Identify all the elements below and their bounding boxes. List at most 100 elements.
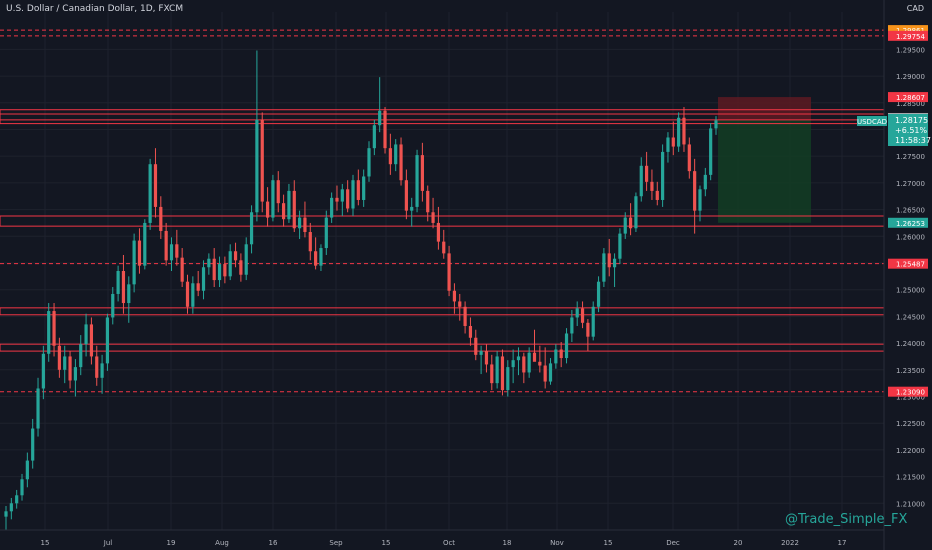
candle [239, 253, 243, 282]
candle-body [661, 151, 665, 200]
candle-body [95, 356, 99, 378]
candle [223, 256, 227, 284]
candle [415, 149, 419, 213]
candle-body [41, 353, 45, 389]
candle [495, 351, 499, 389]
candle-body [105, 317, 110, 364]
candle [410, 197, 414, 227]
candle-body [233, 251, 238, 261]
candle [538, 345, 542, 373]
candle [41, 345, 45, 400]
candle [73, 359, 77, 397]
candle [84, 313, 88, 357]
candle [340, 183, 344, 216]
candle [564, 328, 569, 364]
candle [479, 345, 483, 375]
time-tick-label: 16 [269, 539, 278, 547]
candle [335, 185, 339, 211]
candle [185, 274, 190, 314]
price-tick-label: 1.27000 [896, 180, 925, 188]
candle-body [431, 212, 435, 223]
candle [153, 148, 158, 218]
candle-body [260, 119, 264, 202]
candle-body [287, 190, 291, 220]
symbol-label: USDCAD [857, 118, 887, 126]
candle-body [271, 180, 275, 218]
candle [378, 77, 382, 133]
price-tick-label: 1.21500 [896, 474, 925, 482]
candle-body [511, 360, 515, 368]
candle [362, 169, 366, 207]
candle [575, 301, 579, 327]
candle [596, 276, 601, 313]
candle [137, 228, 142, 274]
candle [36, 377, 40, 437]
candle [484, 344, 489, 373]
price-tags: 1.298611.297541.286071.282081.262531.254… [888, 25, 928, 397]
candle [709, 123, 713, 181]
candle [121, 254, 126, 314]
candle [255, 50, 259, 222]
candle-body [709, 128, 713, 175]
candle [47, 303, 51, 362]
candle-body [479, 351, 483, 355]
last-price: 1.28175 [895, 116, 928, 125]
candle-body [522, 356, 526, 373]
take-profit-zone [718, 120, 811, 223]
candle-body [463, 306, 467, 327]
candle [618, 228, 622, 265]
price-tick-label: 1.24500 [896, 313, 925, 321]
candle-body [687, 144, 691, 172]
candle-body [607, 253, 611, 268]
time-tick-label: Dec [666, 539, 680, 547]
time-tick-label: 19 [167, 539, 176, 547]
candle-body [420, 155, 424, 191]
candle-body [249, 212, 254, 245]
candle [383, 107, 387, 154]
candle-body [137, 240, 142, 266]
candle [303, 201, 307, 238]
candle [436, 206, 441, 250]
candle [628, 203, 633, 236]
candle [591, 301, 595, 341]
candle-body [153, 164, 158, 207]
candle [388, 133, 392, 175]
candle-body [330, 197, 334, 218]
candle [207, 253, 211, 275]
candle-body [548, 363, 553, 382]
candle-body [308, 232, 312, 252]
candle-body [9, 503, 13, 512]
candle-body [228, 251, 232, 277]
candle [586, 319, 590, 352]
candle [105, 313, 110, 371]
candle-body [575, 308, 579, 318]
candle [201, 260, 206, 300]
candle-body [447, 253, 451, 291]
candle-body [159, 206, 163, 231]
candle [298, 210, 302, 239]
candle [607, 238, 611, 277]
price-tag-box [888, 258, 928, 269]
last-price-tag: USDCAD 1.28175 +6.51% 11:58:37 [857, 114, 931, 146]
candle-body [335, 197, 339, 202]
support-resistance-zone [0, 307, 885, 316]
candle [271, 174, 275, 222]
candle [532, 329, 537, 362]
last-change: +6.51% [895, 126, 928, 135]
candle [404, 169, 408, 220]
candle-body [292, 190, 296, 229]
candle [442, 229, 446, 259]
time-tick-label: 20 [734, 539, 743, 547]
candle-body [399, 144, 403, 181]
time-axis[interactable]: 15 Jul 19 Aug 16 Sep 15 Oct 18 Nov 15 Dec 20 2022 17 [41, 539, 847, 547]
candle [314, 237, 318, 270]
candle-body [63, 356, 67, 370]
candle-body [4, 511, 8, 517]
candle [249, 205, 254, 254]
candle [244, 237, 248, 281]
price-levels [0, 29, 885, 393]
grid [0, 12, 884, 530]
candle [399, 137, 403, 186]
stop-loss-zone [718, 97, 811, 121]
